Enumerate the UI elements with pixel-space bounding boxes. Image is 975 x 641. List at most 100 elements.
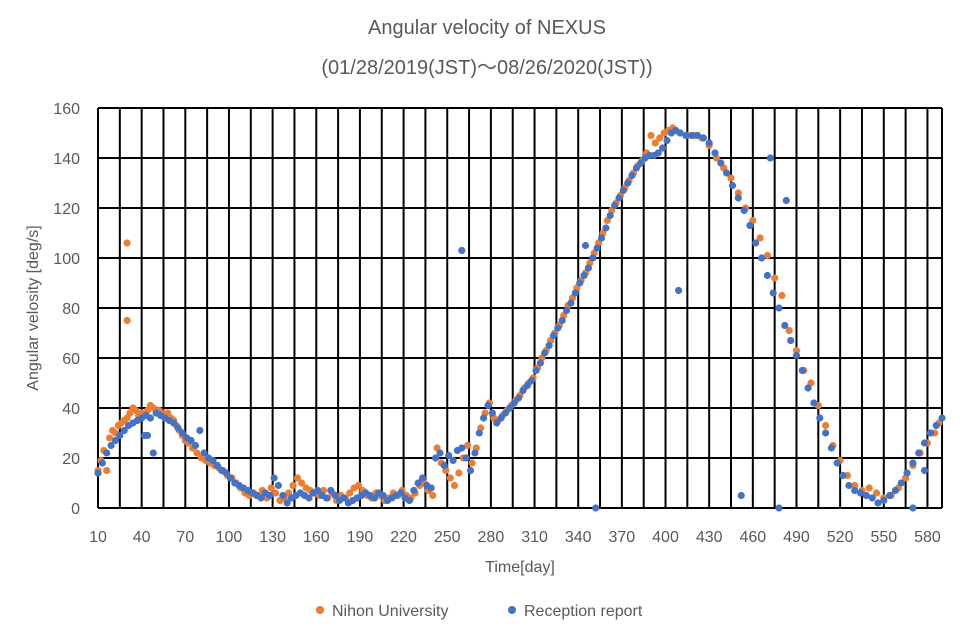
- data-point: [615, 194, 623, 202]
- x-tick-label: 160: [303, 529, 330, 546]
- x-tick-label: 100: [216, 529, 243, 546]
- data-point: [257, 494, 265, 502]
- data-point: [103, 466, 111, 475]
- y-tick-label: 120: [53, 201, 80, 218]
- data-point: [769, 289, 777, 297]
- data-point: [675, 286, 683, 295]
- data-point: [787, 336, 795, 345]
- data-point: [432, 454, 440, 462]
- data-point: [209, 456, 217, 465]
- data-point: [611, 201, 619, 210]
- data-point: [810, 399, 818, 407]
- data-point: [563, 306, 571, 315]
- data-point: [862, 491, 870, 500]
- data-point: [331, 491, 339, 500]
- data-point: [663, 136, 671, 145]
- legend: Nihon University Reception report: [316, 603, 643, 620]
- data-point: [592, 504, 600, 512]
- data-point: [397, 489, 405, 497]
- legend-label-reception: Reception report: [524, 603, 643, 620]
- data-point: [775, 304, 783, 312]
- data-point: [193, 449, 201, 457]
- x-tick-label: 520: [827, 529, 854, 546]
- data-point: [541, 349, 549, 357]
- data-point: [865, 484, 873, 492]
- data-point: [699, 134, 708, 142]
- data-point: [580, 271, 588, 280]
- data-point: [606, 211, 614, 220]
- data-point: [187, 436, 195, 445]
- data-point: [872, 489, 881, 497]
- data-point: [458, 444, 466, 452]
- legend-marker-reception: [508, 606, 516, 614]
- chart-title: Angular velocity of NEXUS: [368, 17, 606, 39]
- data-point: [792, 346, 801, 355]
- y-tick-label: 20: [62, 451, 80, 468]
- data-point: [851, 486, 859, 495]
- y-tick-label: 0: [71, 501, 80, 518]
- data-point: [874, 499, 882, 507]
- x-tick-label: 130: [259, 529, 286, 546]
- data-point: [174, 424, 182, 432]
- data-point: [693, 131, 702, 140]
- x-tick-label: 40: [133, 529, 151, 546]
- data-point: [123, 316, 131, 325]
- data-point: [926, 429, 935, 437]
- legend-marker-nihon: [316, 606, 324, 614]
- data-point: [170, 419, 178, 427]
- data-point: [656, 134, 664, 142]
- series-reception-report: [94, 126, 946, 512]
- data-point: [497, 414, 505, 422]
- data-point: [839, 471, 847, 480]
- data-point: [798, 366, 806, 375]
- x-tick-label: 70: [176, 529, 194, 546]
- data-point: [682, 131, 690, 140]
- data-point: [628, 171, 636, 180]
- data-point: [488, 409, 496, 417]
- data-point: [120, 426, 128, 435]
- data-point: [436, 449, 444, 457]
- data-point: [266, 491, 274, 500]
- data-point: [584, 264, 593, 272]
- data-point: [149, 449, 157, 457]
- x-tick-label: 190: [347, 529, 374, 546]
- data-point: [728, 181, 737, 190]
- data-point: [632, 164, 641, 172]
- data-point: [558, 316, 566, 325]
- data-point: [734, 194, 742, 202]
- data-point: [816, 414, 824, 422]
- data-point: [226, 474, 234, 482]
- data-point: [602, 224, 610, 232]
- data-point: [740, 206, 748, 215]
- data-point: [314, 486, 322, 495]
- data-point: [734, 189, 742, 197]
- data-point: [619, 186, 627, 195]
- data-point: [554, 324, 562, 332]
- x-tick-label: 490: [783, 529, 810, 546]
- y-axis-ticks: 0 20 40 60 80 100 120 140 160: [53, 101, 80, 518]
- data-point: [781, 321, 789, 330]
- data-point: [920, 466, 929, 475]
- data-point: [717, 159, 725, 167]
- data-point: [763, 271, 772, 280]
- data-point: [200, 449, 208, 457]
- data-point: [414, 479, 422, 487]
- data-point: [116, 431, 124, 440]
- data-point: [727, 174, 735, 182]
- data-points: [94, 124, 946, 512]
- data-point: [427, 484, 435, 492]
- data-point: [514, 394, 523, 402]
- data-point: [222, 469, 230, 477]
- data-point: [723, 169, 731, 177]
- data-point: [279, 491, 287, 500]
- x-tick-label: 400: [652, 529, 679, 546]
- data-point: [932, 421, 940, 430]
- data-point: [468, 459, 476, 467]
- data-point: [298, 479, 306, 487]
- data-point: [107, 441, 115, 450]
- data-point: [458, 246, 466, 255]
- data-point: [909, 504, 917, 512]
- data-point: [370, 494, 379, 502]
- data-point: [756, 234, 764, 242]
